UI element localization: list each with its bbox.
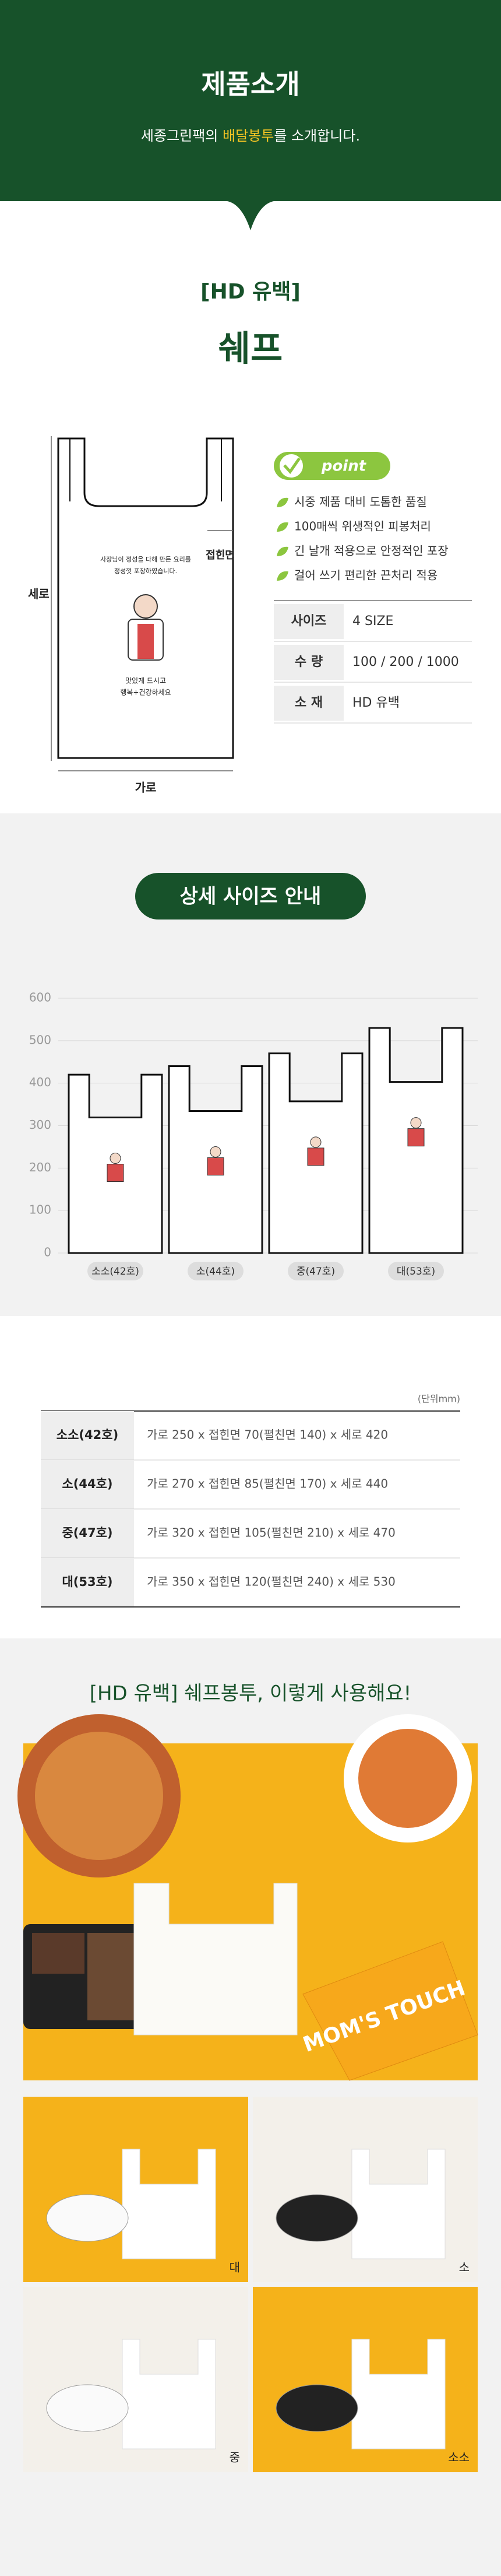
spec-label-bg [274,645,344,680]
photo-bag [351,2339,446,2449]
point-item: 100매씩 위생적인 피봉처리 [294,520,431,534]
header-subtitle: 세종그린팩의 배달봉투를 소개합니다. [141,128,360,144]
subtitle-highlight: 배달봉투 [223,128,274,144]
product-tag: [HD 유백] [200,280,301,304]
chef-body [107,1164,124,1182]
photo-label: 소 [459,2261,470,2275]
table-head: 소(44호) [62,1477,112,1491]
table-head-bg [41,1509,134,1558]
table-unit: (단위mm) [418,1394,460,1405]
spec-label: 수 량 [295,655,323,669]
spec-label-bg [274,686,344,721]
photo-container [276,2384,358,2432]
photo-label: 중 [230,2451,240,2465]
photo-container [46,2194,129,2242]
bag-print: 사장님이 정성을 다해 만든 요리를 [100,555,191,563]
spec-value: 100 / 200 / 1000 [352,655,459,669]
spec-value: HD 유백 [352,696,400,710]
bag-outline [57,437,234,759]
y-tick-label: 100 [29,1203,51,1217]
y-tick-label: 400 [29,1075,51,1089]
x-tick-label: 소소(42호) [91,1266,139,1278]
table-head: 중(47호) [62,1526,112,1540]
leaf-icon [277,497,288,507]
y-tick-label: 600 [29,991,51,1005]
table-head: 대(53호) [62,1575,112,1589]
point-badge: point [321,458,367,475]
check-icon [283,457,301,475]
photo-label: 대 [230,2261,240,2275]
y-tick-label: 300 [29,1118,51,1132]
table-head: 소소(42호) [57,1428,118,1442]
y-tick-label: 200 [29,1160,51,1174]
photo-container [276,2194,358,2242]
chef-illustration [128,594,164,661]
leaf-icon [277,571,288,581]
dim-label: 접힌면 [206,549,235,561]
bag-print: 맛있게 드시고 [125,677,166,685]
leaf-icon [277,546,288,556]
chef-head [110,1153,121,1164]
x-tick-label: 대(53호) [397,1266,435,1278]
usage-photo-main: MOM'S TOUCH [17,1714,478,2081]
photo-label: 소소 [448,2451,470,2465]
chef-body [207,1157,224,1175]
chef-head [410,1117,422,1129]
table-cell: 가로 250 x 접힌면 70(펼친면 140) x 세로 420 [147,1428,388,1442]
x-label-bg [288,1262,344,1280]
bag-fold [69,438,222,501]
bag-print: 행복+건강하세요 [120,688,171,697]
x-label-bg [388,1262,444,1280]
chef-head [210,1146,221,1157]
spec-label-bg [274,604,344,639]
table-cell: 가로 270 x 접힌면 85(펼친면 170) x 세로 440 [147,1477,388,1491]
y-tick-label: 500 [29,1033,51,1047]
table-head-bg [41,1558,134,1607]
spec-value: 4 SIZE [352,614,393,629]
table-head-bg [41,1460,134,1509]
table-cell: 가로 320 x 접힌면 105(펼친면 210) x 세로 470 [147,1526,396,1540]
subtitle-part: 를 소개합니다. [274,128,360,144]
point-item: 시중 제품 대비 도톰한 품질 [294,495,427,509]
chef-head [310,1136,322,1148]
spec-label: 사이즈 [291,614,327,629]
leaf-icon [277,522,288,532]
dimension-line [51,436,233,771]
y-tick-label: 0 [44,1245,51,1259]
photo-container [46,2384,129,2432]
check-icon [277,452,305,480]
point-item: 긴 날개 적용으로 안정적인 포장 [294,544,449,558]
chef-body [407,1128,425,1147]
chef-body [307,1147,324,1166]
bag-print: 정성껏 포장하였습니다. [114,567,177,575]
x-tick-label: 소(44호) [196,1266,235,1278]
x-label-bg [87,1262,143,1280]
x-label-bg [188,1262,244,1280]
product-name: 쉐프 [218,329,283,370]
table-head-bg [41,1411,134,1460]
chart-title-bg [135,873,366,920]
dim-label: 가로 [135,781,157,795]
table-cell: 가로 350 x 접힌면 120(펼친면 240) x 세로 530 [147,1575,396,1589]
dim-label: 세로 [28,587,50,601]
bag-diagram [51,436,234,771]
header-bg [0,0,501,230]
header-title: 제품소개 [201,69,299,100]
x-tick-label: 중(47호) [297,1266,335,1278]
point-item: 걸어 쓰기 편리한 끈처리 적용 [294,568,438,582]
chart-title: 상세 사이즈 안내 [180,885,322,908]
spec-label: 소 재 [295,696,323,710]
photo-bag [351,2149,446,2259]
subtitle-part: 세종그린팩의 [141,128,223,144]
photo-bag [122,2339,216,2449]
photo-bag [122,2149,216,2259]
usage-title: [HD 유백] 쉐프봉투, 이렇게 사용해요! [90,1682,412,1705]
